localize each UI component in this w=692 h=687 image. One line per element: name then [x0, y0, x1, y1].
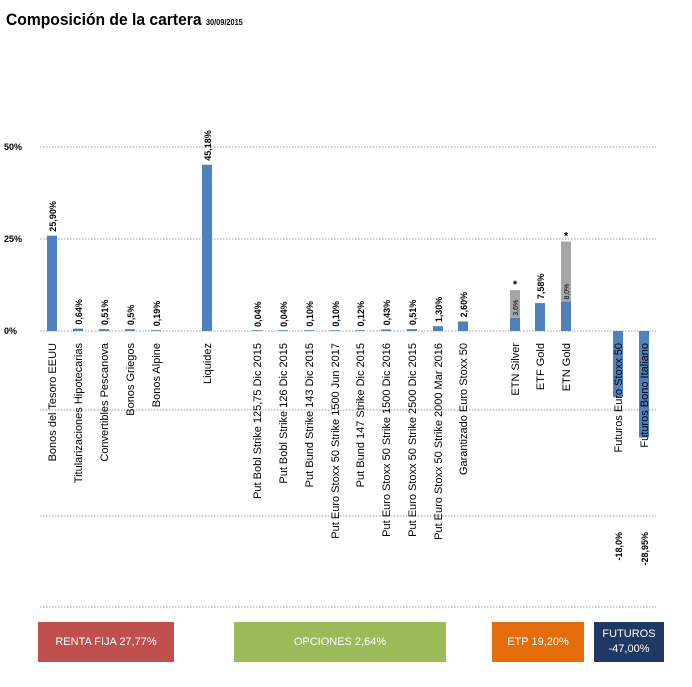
legend-futuros: FUTUROS -47,00%: [594, 622, 664, 662]
chart-title: Composición de la cartera 30/09/2015: [6, 10, 243, 30]
bar: [613, 331, 623, 398]
data-label: 25,90%: [48, 201, 58, 232]
data-label: 1,30%: [434, 297, 444, 323]
bar: [278, 330, 288, 331]
data-label: 0,64%: [74, 299, 84, 325]
category-label: ETN Silver: [510, 343, 522, 396]
legend-etp: ETP 19,20%: [492, 622, 584, 662]
category-label: Put Bund 147 Strike Dic 2015: [355, 343, 367, 487]
bar-marker: *: [513, 279, 518, 291]
y-tick-label: 50%: [4, 142, 22, 152]
data-label: 0,10%: [305, 301, 315, 327]
category-label: Titularizaciones Hipotecarias: [73, 343, 85, 484]
data-label: 0,19%: [152, 301, 162, 327]
bar: [535, 303, 545, 331]
category-label: Futuros Bono Italiano: [639, 343, 651, 448]
legend-opciones-label: OPCIONES 2,64%: [293, 635, 387, 648]
category-label: Put Euro Stoxx 50 Strike 1500 Jun 2017: [330, 343, 342, 539]
category-label: Put Euro Stoxx 50 Strike 2500 Dic 2015: [407, 343, 419, 537]
category-label: Convertibles Pescanova: [99, 342, 111, 462]
bar: [73, 328, 83, 331]
bar: [252, 330, 262, 331]
bar: [510, 317, 520, 331]
bar: [433, 326, 443, 331]
legend-etp-label: ETP 19,20%: [507, 635, 569, 648]
chart-title-text: Composición de la cartera: [6, 10, 202, 29]
bar-segment-extra: [561, 241, 571, 302]
legend-renta-fija-label: RENTA FIJA 27,77%: [55, 635, 157, 648]
legend-opciones: OPCIONES 2,64%: [234, 622, 446, 662]
bar-segment-extra: [510, 290, 520, 318]
category-label: Put Bobl Strike 126 Dic 2015: [278, 343, 290, 484]
data-label: 45,18%: [203, 130, 213, 161]
data-label: 0,04%: [279, 301, 289, 327]
legend-futuros-label: FUTUROS -47,00%: [602, 628, 656, 655]
category-label: Garantizado Euro Stoxx 50: [458, 343, 470, 475]
data-label: 0,12%: [356, 301, 366, 327]
bar: [639, 331, 649, 438]
category-label: Put Euro Stoxx 50 Strike 1500 Dic 2016: [381, 343, 393, 537]
data-label: 0,51%: [100, 300, 110, 326]
category-label: Bonos del Tesoro EEUU: [47, 343, 59, 461]
bar: [458, 321, 468, 331]
data-label: 0,10%: [331, 301, 341, 327]
category-label: Bonos Griegos: [125, 343, 137, 416]
data-label: 3,6%: [513, 300, 520, 316]
category-label: Futuros Euro Stoxx 50: [613, 343, 625, 452]
bar: [330, 330, 340, 331]
category-label: Bonos Alpine: [151, 343, 163, 407]
bar: [125, 329, 135, 331]
data-label: 2,60%: [459, 292, 469, 318]
category-label: Put Bobl Strike 125,75 Dic 2015: [252, 343, 264, 499]
data-label: 0,5%: [126, 305, 136, 326]
data-label: 8,0%: [564, 284, 571, 300]
chart-date: 30/09/2015: [205, 18, 243, 27]
bar: [381, 329, 391, 331]
data-label: 0,04%: [253, 301, 263, 327]
data-label: -28,95%: [640, 532, 650, 566]
legend-renta-fija: RENTA FIJA 27,77%: [38, 622, 174, 662]
data-label: 0,51%: [408, 300, 418, 326]
bar: [355, 330, 365, 331]
bar: [151, 330, 161, 331]
y-tick-label: 25%: [4, 234, 22, 244]
bar: [47, 235, 57, 331]
category-label: ETN Gold: [561, 343, 573, 391]
bar: [561, 301, 571, 331]
bar: [202, 164, 212, 331]
category-label: Put Bund Strike 143 Dic 2015: [304, 343, 316, 487]
y-tick-label: 0%: [4, 326, 17, 336]
bar: [99, 329, 109, 331]
bar: [407, 329, 417, 331]
category-label: Liquidez: [202, 343, 214, 384]
bar-marker: *: [564, 231, 569, 243]
category-label: Put Euro Stoxx 50 Strike 2000 Mar 2016: [433, 343, 445, 540]
data-label: 7,58%: [536, 274, 546, 300]
data-label: 0,43%: [382, 300, 392, 326]
category-label: ETF Gold: [535, 343, 547, 390]
data-label: -18,0%: [614, 532, 624, 561]
bar: [304, 330, 314, 331]
